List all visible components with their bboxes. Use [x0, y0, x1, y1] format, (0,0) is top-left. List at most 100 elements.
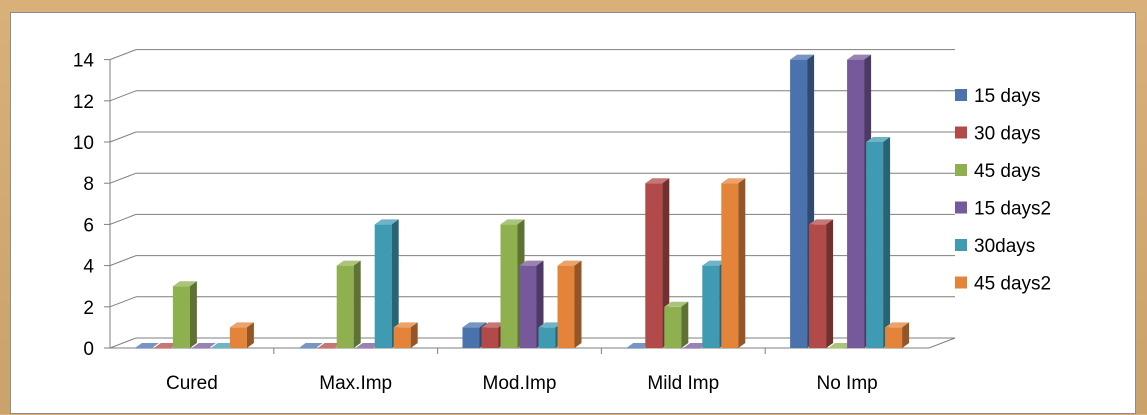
- bar-top: [847, 54, 872, 60]
- bar-front: [134, 348, 152, 349]
- y-tick-label: 14: [73, 51, 95, 72]
- bar-side: [246, 322, 254, 348]
- bar-top: [721, 178, 746, 184]
- bar-top: [866, 137, 891, 142]
- y-tick-label: 4: [83, 257, 94, 278]
- bar: [626, 343, 651, 349]
- bar-top: [210, 343, 235, 348]
- bar-front: [500, 224, 518, 348]
- bar: [866, 137, 891, 348]
- y-tick-label: 2: [83, 298, 94, 319]
- bar: [828, 343, 853, 349]
- bar-front: [683, 348, 701, 349]
- bar: [229, 322, 254, 348]
- legend-swatch: [955, 126, 967, 139]
- bar-side: [353, 260, 361, 348]
- bar-front: [317, 348, 335, 349]
- legend: 15 days 30 days 45 days 15 days2 30days 45 da…: [955, 86, 1051, 295]
- legend-swatch: [955, 201, 967, 214]
- bar-top: [790, 54, 815, 60]
- bar-side: [410, 322, 418, 348]
- legend-label: 45 days: [974, 161, 1041, 182]
- y-tick-label: 12: [73, 92, 94, 113]
- bar-front: [481, 327, 499, 348]
- x-category-labels: Cured Max.Imp Mod.Imp Mild Imp No Imp: [166, 373, 878, 394]
- bar: [317, 343, 342, 349]
- bar-top: [500, 219, 525, 225]
- bar-front: [626, 348, 644, 349]
- x-category-label: Mod.Imp: [483, 373, 557, 394]
- y-tick-label: 8: [83, 174, 94, 195]
- bar-front: [538, 327, 556, 348]
- legend-swatch: [955, 89, 967, 101]
- gridline-side: [109, 131, 137, 143]
- chart-frame: 0 2 4 6 8 10 12 14 Cured Max.Imp Mod.Imp Mild Imp N…: [10, 12, 1136, 414]
- bar-top: [172, 281, 197, 287]
- bar-top: [298, 343, 323, 348]
- bar-side: [738, 178, 746, 348]
- bar-front: [519, 265, 537, 348]
- bar-top: [809, 219, 834, 225]
- bar: [721, 178, 746, 348]
- bar-top: [557, 260, 582, 266]
- bar-top: [664, 301, 689, 307]
- bar-front: [153, 348, 171, 349]
- bar-top: [481, 322, 506, 328]
- bar-front: [393, 327, 411, 348]
- bar-front: [229, 327, 247, 348]
- bar: [393, 322, 418, 348]
- y-tick-labels: 0 2 4 6 8 10 12 14: [73, 51, 95, 360]
- legend-label: 15 days: [974, 86, 1041, 107]
- legend-swatch: [955, 164, 967, 176]
- bar-front: [847, 59, 865, 348]
- bar-side: [902, 322, 910, 348]
- bar-front: [790, 59, 808, 348]
- bar-top: [626, 343, 651, 348]
- bar-top: [191, 343, 216, 348]
- y-tick-label: 10: [73, 133, 94, 154]
- bar: [355, 343, 380, 349]
- gridline-side: [109, 90, 137, 102]
- bar-top: [645, 178, 670, 184]
- bar: [664, 301, 689, 348]
- legend-label: 30 days: [974, 124, 1041, 145]
- bar-front: [645, 183, 663, 348]
- bar-front: [191, 348, 209, 349]
- bar-top: [336, 260, 361, 266]
- bars: [134, 54, 910, 349]
- bar-top: [153, 343, 178, 348]
- x-category-label: Cured: [166, 373, 218, 394]
- bar-top: [828, 343, 853, 348]
- bar: [134, 343, 159, 349]
- bar: [172, 281, 197, 348]
- gridlines: [109, 49, 955, 308]
- bar-side: [189, 281, 197, 348]
- bar: [557, 260, 582, 348]
- bar: [683, 343, 708, 349]
- bar-top: [683, 343, 708, 348]
- legend-swatch: [955, 276, 967, 289]
- bar-front: [885, 327, 903, 348]
- bar: [336, 260, 361, 348]
- bar: [885, 322, 910, 348]
- y-tick-label: 0: [83, 339, 94, 360]
- bar: [809, 219, 834, 348]
- bar-front: [462, 327, 480, 348]
- bar-front: [721, 183, 739, 348]
- bar-side: [391, 219, 399, 348]
- bar-top: [702, 260, 727, 266]
- bar-top: [355, 343, 380, 348]
- bar-top: [538, 322, 563, 328]
- bar: [374, 219, 399, 348]
- legend-label: 15 days2: [974, 199, 1051, 220]
- gridline-side: [109, 255, 137, 267]
- bar-front: [828, 348, 846, 349]
- bar: [191, 343, 216, 349]
- legend-label: 45 days2: [974, 274, 1051, 295]
- gridline-side: [109, 213, 137, 225]
- bar-side: [826, 219, 834, 348]
- bar: [153, 343, 178, 349]
- bar-front: [557, 265, 575, 348]
- bar-front: [355, 348, 373, 349]
- bar-front: [172, 286, 190, 348]
